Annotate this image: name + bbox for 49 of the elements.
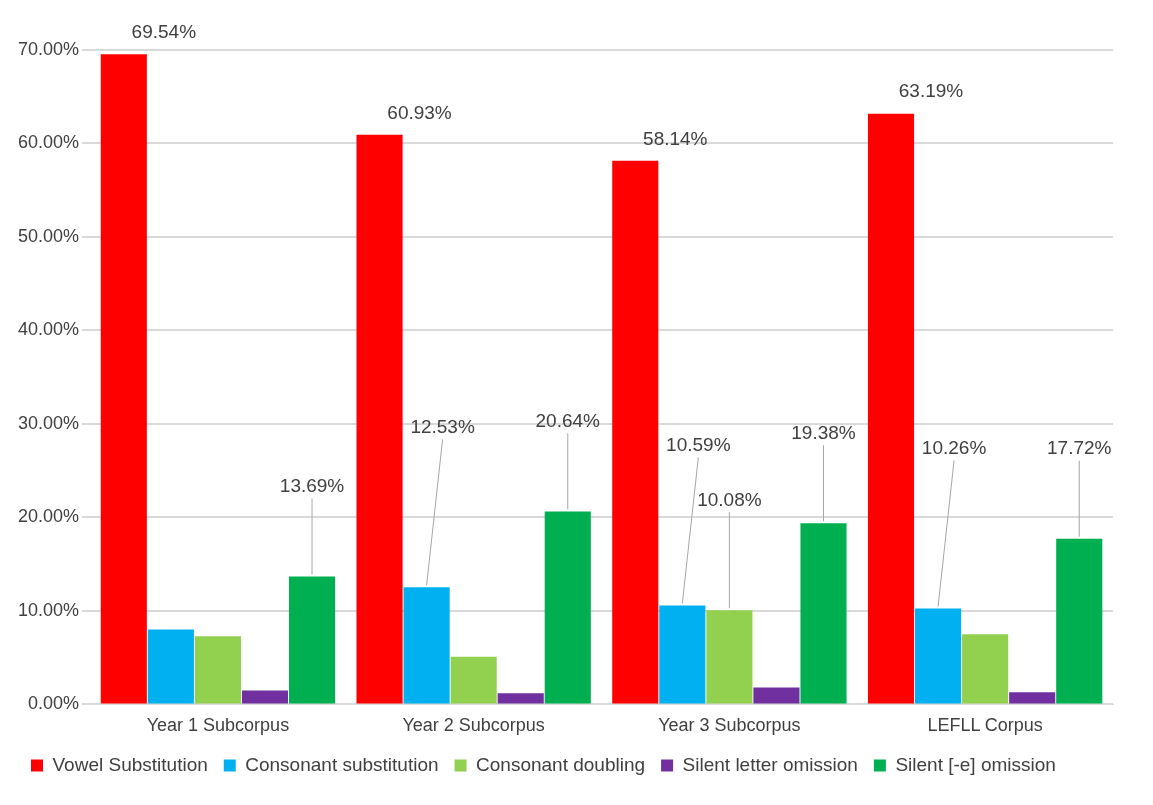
legend-label: Vowel Substitution (52, 753, 208, 775)
bar (450, 656, 497, 704)
data-label: 60.93% (387, 101, 452, 123)
legend-label: Silent letter omission (682, 753, 858, 775)
data-label: 10.08% (697, 488, 762, 510)
data-label: 69.54% (131, 21, 197, 43)
bar (706, 610, 753, 704)
y-tick-label: 30.00% (17, 412, 80, 433)
bar (497, 693, 544, 704)
bar (867, 113, 915, 704)
data-label: 63.19% (898, 80, 964, 102)
legend-label: Consonant doubling (476, 753, 646, 775)
bar (403, 587, 450, 704)
bar (659, 605, 706, 704)
data-label: 20.64% (535, 410, 601, 432)
bar (194, 636, 241, 704)
y-tick-label: 20.00% (17, 506, 80, 527)
data-label: 13.69% (279, 475, 345, 497)
y-tick-label: 50.00% (17, 225, 80, 246)
x-tick-label: Year 2 Subcorpus (402, 715, 545, 736)
bar (100, 54, 147, 704)
data-label: 58.14% (643, 127, 708, 149)
y-tick-label: 70.00% (17, 38, 80, 59)
legend-label: Silent [-e] omission (895, 753, 1056, 775)
x-tick-label: LEFLL Corpus (927, 715, 1043, 736)
bar (544, 511, 591, 704)
data-label: 10.26% (921, 437, 987, 459)
bar (753, 687, 800, 704)
data-label: 10.59% (666, 434, 731, 456)
bar (962, 634, 1009, 704)
y-tick-label: 60.00% (17, 132, 80, 153)
bar (147, 629, 194, 704)
bar (1056, 538, 1103, 704)
y-tick-label: 10.00% (17, 599, 80, 620)
bar (612, 160, 659, 704)
legend-label: Consonant substitution (245, 753, 439, 775)
data-label: 19.38% (791, 421, 856, 443)
bar (241, 690, 289, 704)
x-tick-label: Year 1 Subcorpus (146, 715, 290, 736)
bar (800, 523, 847, 704)
data-label: 12.53% (410, 416, 475, 437)
bar (915, 608, 962, 704)
bar (288, 576, 336, 704)
data-label: 17.72% (1047, 437, 1112, 459)
x-tick-label: Year 3 Subcorpus (658, 715, 801, 736)
y-tick-label: 0.00% (28, 693, 80, 714)
bar (356, 134, 403, 704)
bar (1009, 692, 1056, 704)
y-tick-label: 40.00% (17, 319, 80, 340)
